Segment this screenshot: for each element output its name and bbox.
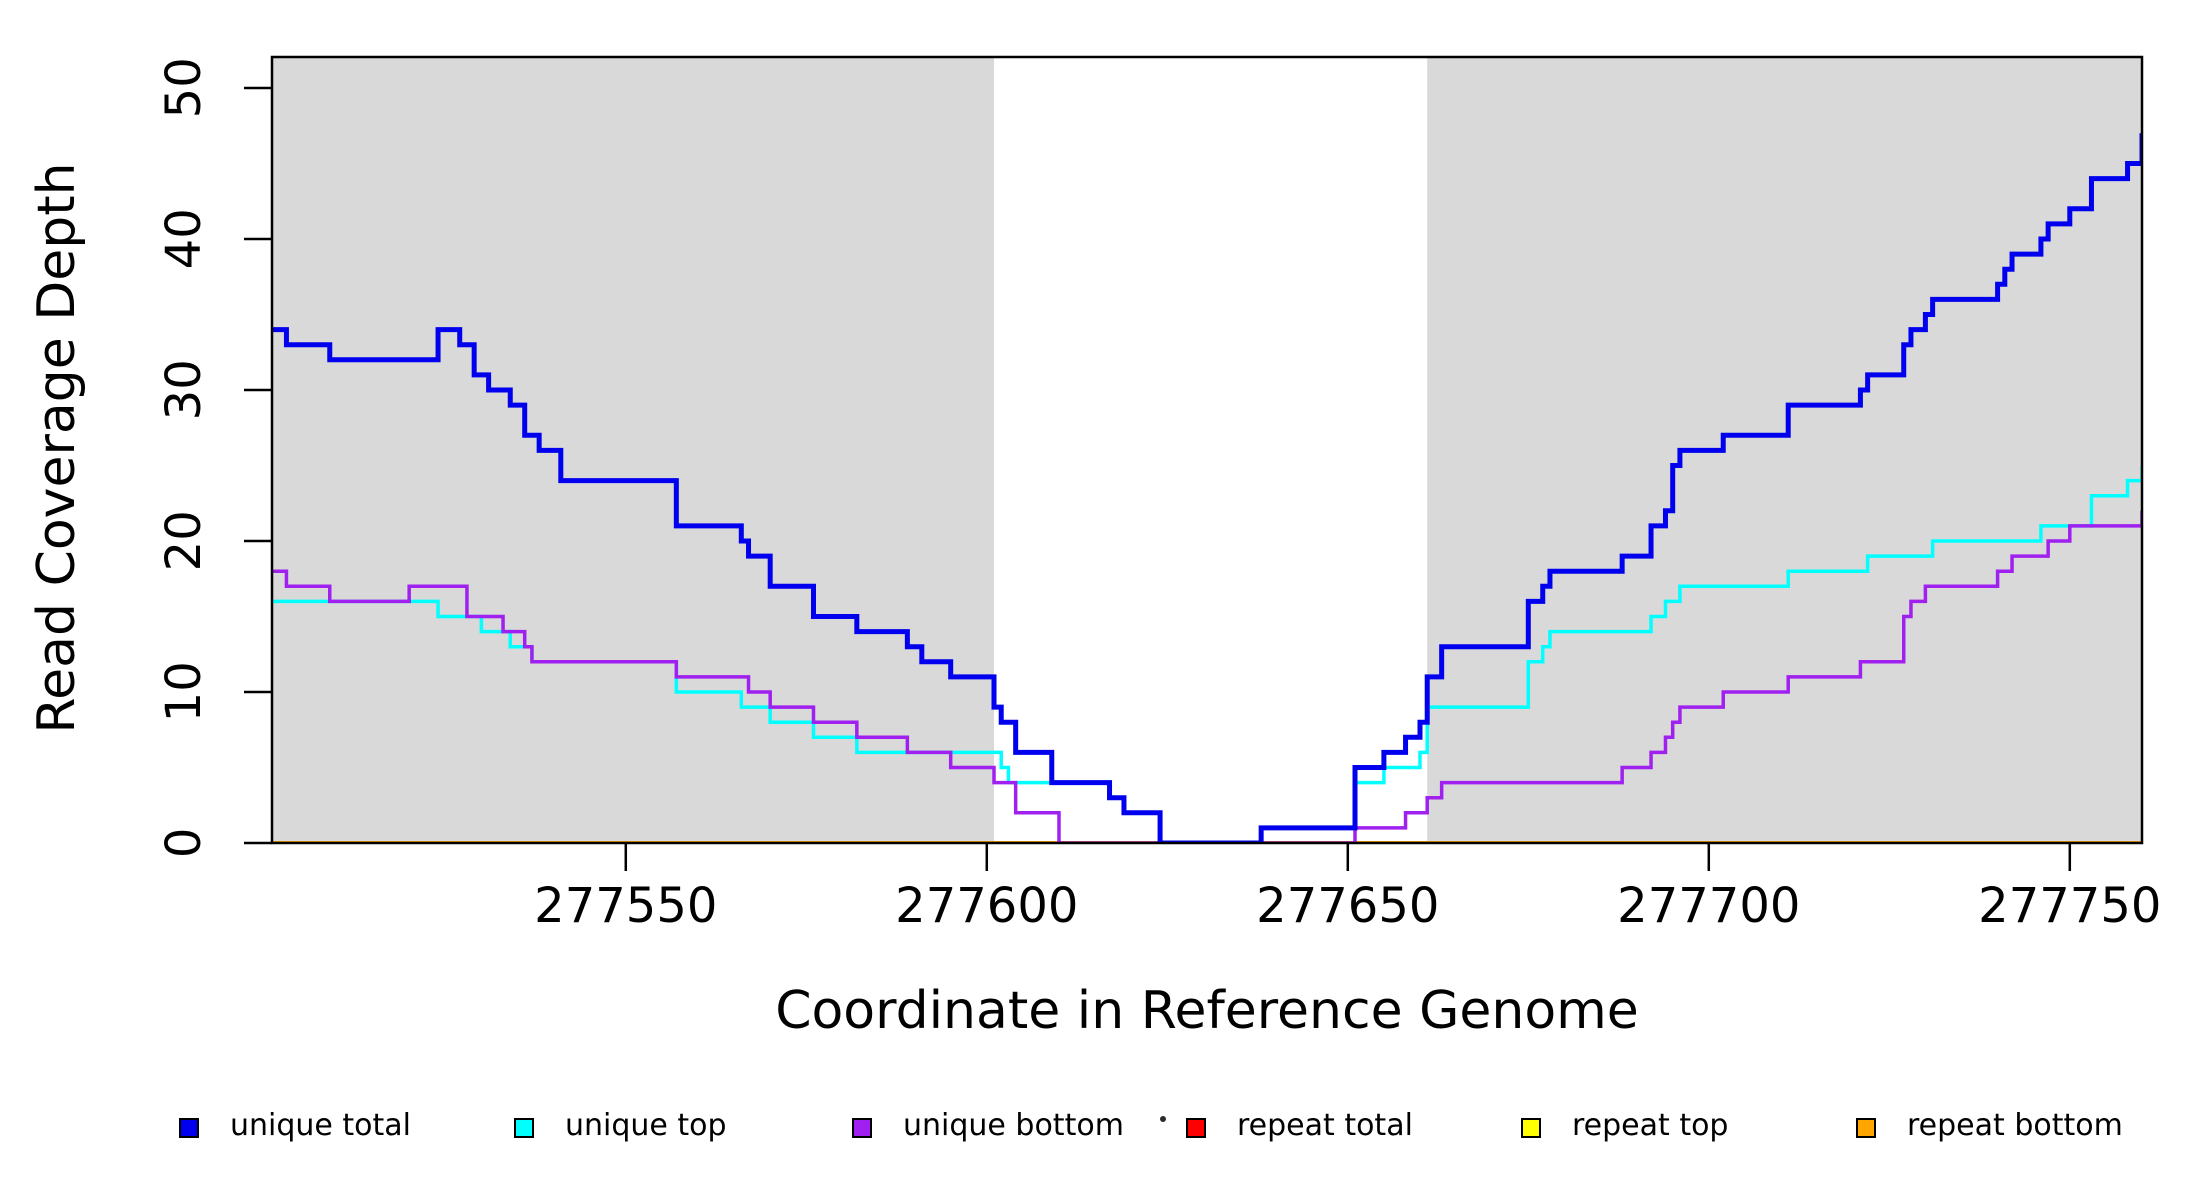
- legend-label-repeat-top: repeat top: [1572, 1108, 1728, 1143]
- legend-swatch-repeat-top: [1521, 1118, 1541, 1138]
- legend-label-unique-total: unique total: [230, 1108, 411, 1143]
- y-tick-label: 40: [156, 208, 212, 269]
- y-tick-label: 50: [156, 57, 212, 118]
- legend-swatch-unique-bottom: [852, 1118, 872, 1138]
- legend-label-unique-bottom: unique bottom: [903, 1108, 1124, 1143]
- legend-swatch-repeat-total: [1186, 1118, 1206, 1138]
- series-unique-total: [272, 133, 2142, 843]
- x-tick-label: 277700: [1617, 878, 1800, 934]
- legend-label-repeat-total: repeat total: [1237, 1108, 1413, 1143]
- x-axis-title: Coordinate in Reference Genome: [775, 981, 1639, 1041]
- legend-swatch-repeat-bottom: [1856, 1118, 1876, 1138]
- y-axis-title: Read Coverage Depth: [27, 162, 87, 733]
- y-tick-label: 0: [156, 828, 212, 859]
- legend-swatch-unique-top: [514, 1118, 534, 1138]
- x-tick-label: 277550: [534, 878, 717, 934]
- y-tick-label: 10: [156, 661, 212, 722]
- x-tick-label: 277600: [895, 878, 1078, 934]
- legend-label-repeat-bottom: repeat bottom: [1907, 1108, 2123, 1143]
- x-tick-label: 277750: [1978, 878, 2161, 934]
- legend-swatch-unique-total: [179, 1118, 199, 1138]
- y-tick-label: 30: [156, 359, 212, 420]
- stray-dot: [1160, 1116, 1166, 1122]
- y-tick-label: 20: [156, 510, 212, 571]
- legend-label-unique-top: unique top: [565, 1108, 727, 1143]
- x-tick-label: 277650: [1256, 878, 1439, 934]
- plot-border: [270, 55, 2144, 845]
- series-unique-bottom: [272, 510, 2142, 843]
- right-repeat-shading: [1427, 57, 2142, 843]
- left-repeat-shading: [272, 57, 995, 843]
